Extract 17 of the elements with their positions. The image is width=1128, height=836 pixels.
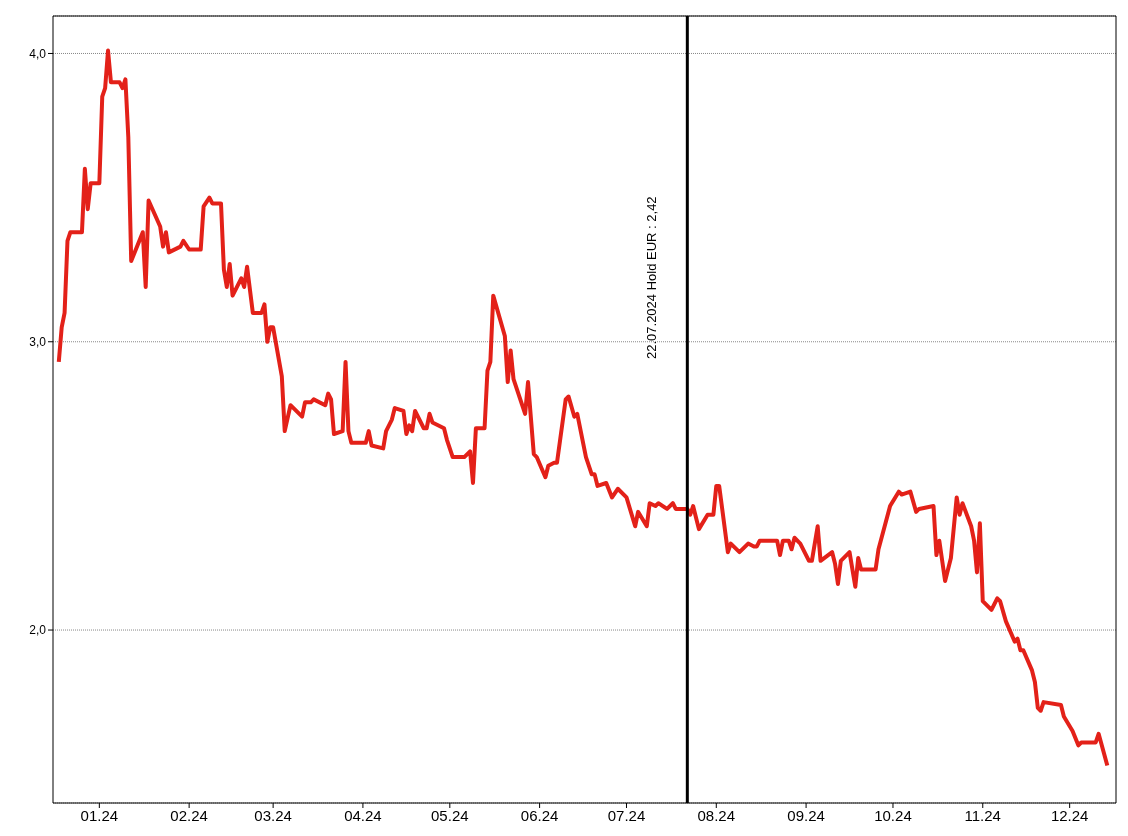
x-tick-label: 08.24 (697, 806, 736, 824)
y-tick-label: 4,0 (29, 46, 47, 61)
y-tick-label: 2,0 (29, 623, 47, 638)
x-tick-label: 01.24 (80, 806, 119, 824)
line-series (56, 48, 1110, 768)
x-tick-label: 05.24 (431, 806, 469, 824)
ref-line-label: 22.07.2024 Hold EUR : 2,42 (644, 196, 660, 359)
x-tick-label: 02.24 (170, 806, 208, 824)
x-tick-label: 09.24 (787, 806, 825, 824)
x-tick-label: 03.24 (254, 806, 292, 824)
x-tick-label: 12.24 (1050, 806, 1089, 824)
x-tick-label: 10.24 (874, 806, 912, 824)
x-tick-label: 11.24 (964, 806, 1001, 824)
x-tick-label: 07.24 (607, 806, 646, 824)
x-tick-label: 06.24 (520, 806, 559, 824)
x-tick-label: 04.24 (344, 806, 382, 824)
y-tick-label: 3,0 (29, 335, 47, 350)
